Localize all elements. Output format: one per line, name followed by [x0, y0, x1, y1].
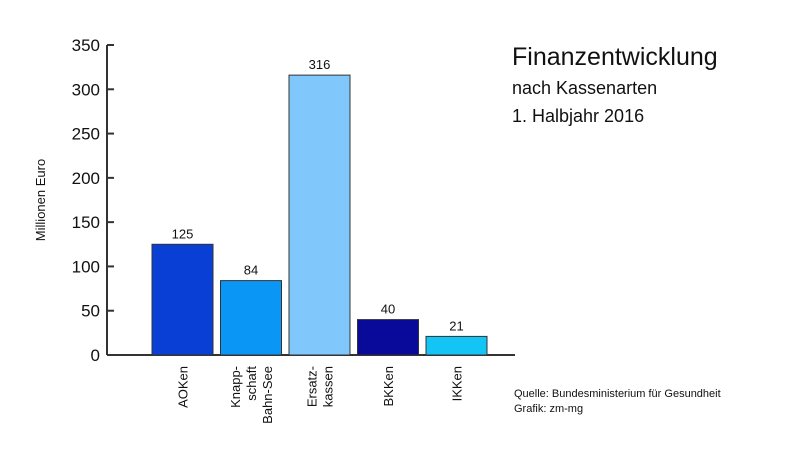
y-tick-label: 300: [72, 80, 100, 99]
value-label: 316: [309, 57, 331, 72]
y-axis-label: Millionen Euro: [33, 159, 48, 241]
y-tick-label: 200: [72, 169, 100, 188]
bar: [220, 280, 282, 356]
y-tick-label: 50: [81, 302, 100, 321]
bars: 125 84 316 40 21: [151, 57, 488, 356]
value-label: 84: [244, 263, 258, 278]
y-tick-label: 350: [72, 36, 100, 55]
bar: [425, 335, 488, 356]
source-note: Quelle: Bundesministerium für Gesundheit: [514, 388, 721, 400]
bar: [288, 74, 351, 356]
chart-subtitle-2: 1. Halbjahr 2016: [512, 106, 644, 126]
category-label: BKKen: [381, 366, 396, 406]
category-labels: AOKen Knapp-schaft Bahn-See Ersatz-kassen BK…: [176, 366, 465, 424]
value-label: 21: [449, 318, 463, 333]
y-tick-label: 150: [72, 213, 100, 232]
category-label: AOKen: [176, 366, 191, 408]
category-label: kassen: [321, 366, 336, 407]
bar: [357, 319, 419, 356]
value-label: 125: [172, 226, 194, 241]
chart-subtitle-1: nach Kassenarten: [512, 78, 657, 98]
category-label: Knapp-: [228, 366, 243, 408]
y-tick-label: 0: [91, 346, 100, 365]
y-tick-label: 100: [72, 257, 100, 276]
category-label: Ersatz-: [305, 366, 320, 407]
category-label: schaft: [244, 366, 259, 401]
axes: 0 50 100 150 200 250 300 350: [72, 36, 515, 365]
bar: [151, 243, 214, 356]
category-label: IKKen: [450, 366, 465, 401]
chart-title: Finanzentwicklung: [512, 43, 718, 71]
category-label: Bahn-See: [260, 366, 275, 424]
value-label: 40: [381, 302, 395, 317]
y-tick-label: 250: [72, 125, 100, 144]
graphic-credit: Grafik: zm-mg: [514, 403, 583, 415]
